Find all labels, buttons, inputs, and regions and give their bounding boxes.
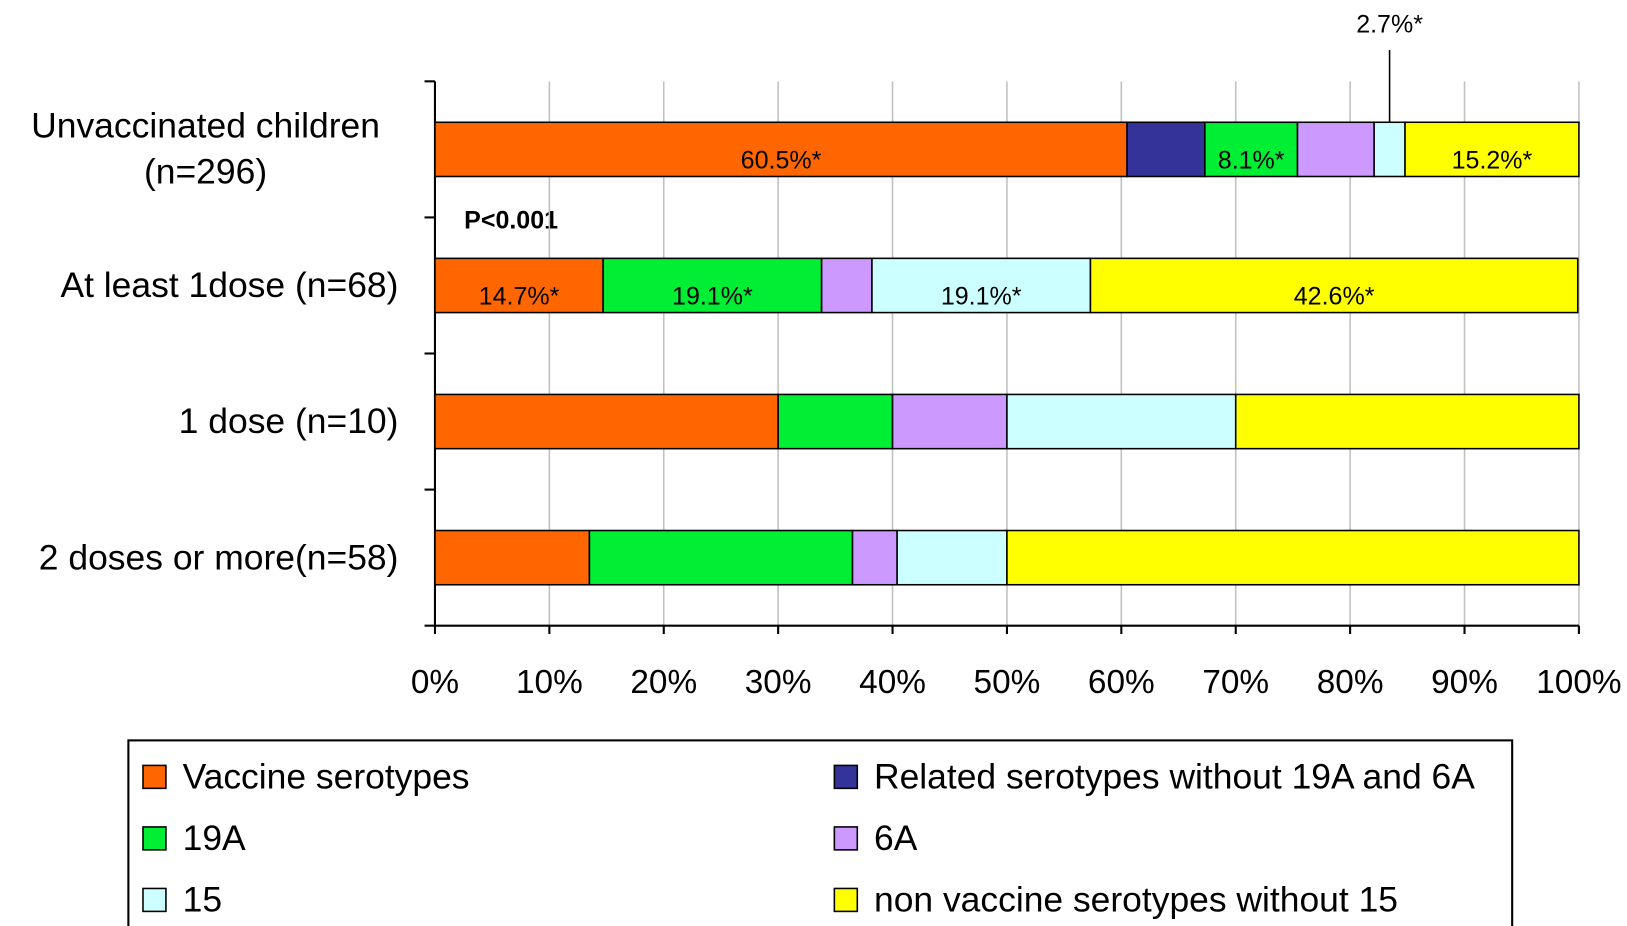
data-label: 42.6%* [1294, 283, 1375, 311]
y-tick-label: At least 1dose (n=68) [60, 265, 399, 306]
legend-label: 6A [874, 818, 918, 858]
x-tick-label: 90% [1431, 664, 1498, 701]
y-tick-label-box: At least 1dose (n=68) [2, 218, 398, 354]
x-tick-label: 100% [1536, 664, 1621, 701]
bar-segment [434, 529, 591, 586]
bar-segment [434, 393, 779, 450]
legend-swatch [142, 826, 167, 851]
y-tick-label: 2 doses or more(n=58) [38, 537, 399, 578]
y-label-wrap: 1 dose (n=10) [2, 354, 399, 490]
legend-label: Related serotypes without 19A and 6A [874, 756, 1475, 796]
y-tick-label-box: Unvaccinated children (n=296) [2, 82, 398, 218]
legend-label: non vaccine serotypes without 15 [874, 879, 1398, 919]
data-label: 15.2%* [1452, 147, 1533, 175]
legend-label: Vaccine serotypes [183, 756, 470, 796]
x-tick-label: 50% [974, 664, 1041, 701]
legend-label: 15 [183, 879, 222, 919]
x-tick-label: 60% [1088, 664, 1155, 701]
x-tick-label: 30% [745, 664, 812, 701]
x-tick-label: 70% [1202, 664, 1269, 701]
bar-segment [588, 529, 854, 586]
bar-segment [1404, 121, 1580, 178]
bar-segment [820, 257, 873, 314]
bar-segment [1006, 529, 1580, 586]
legend-box [127, 739, 1514, 926]
bar-segment [871, 257, 1092, 314]
x-tick-label: 80% [1317, 664, 1384, 701]
legend-swatch [142, 764, 167, 790]
data-label: 19.1%* [941, 283, 1022, 311]
data-label: 14.7%* [479, 283, 560, 311]
x-tick-label: 10% [516, 664, 583, 701]
bar-segment [1296, 121, 1375, 178]
data-label: 8.1%* [1218, 147, 1285, 175]
bar-segment [896, 529, 1008, 586]
legend-swatch [142, 887, 167, 913]
y-label-wrap: Unvaccinated children (n=296) [2, 82, 398, 218]
bar-segment [851, 529, 898, 586]
legend-swatch [833, 887, 859, 913]
y-label-wrap: At least 1dose (n=68) [2, 218, 398, 354]
data-label: 2.7%* [1356, 11, 1423, 39]
data-label: 60.5%* [741, 147, 822, 175]
data-label: 19.1%* [672, 283, 753, 311]
y-label-wrap: 2 doses or more(n=58) [2, 490, 399, 626]
x-tick-label: 40% [859, 664, 926, 701]
bar-segment [777, 393, 894, 450]
bar-segment [1006, 393, 1237, 450]
legend-swatch [833, 826, 859, 851]
y-tick-label: Unvaccinated children (n=296) [31, 106, 380, 193]
bar-segment [602, 257, 823, 314]
x-tick-label: 20% [630, 664, 697, 701]
bar-segment [891, 393, 1008, 450]
bar-segment [1373, 121, 1406, 178]
legend-label: 19A [183, 818, 246, 858]
bar-segment [1126, 121, 1206, 178]
legend-swatch [833, 764, 859, 790]
bar-segment [1089, 257, 1579, 314]
y-tick-label: 1 dose (n=10) [178, 401, 399, 442]
y-tick-label-box: 1 dose (n=10) [2, 354, 399, 490]
y-tick-label-box: 2 doses or more(n=58) [2, 490, 399, 626]
annotation: P<0.001 [464, 207, 558, 235]
x-tick-label: 0% [411, 664, 459, 701]
bar-segment [1234, 393, 1580, 450]
